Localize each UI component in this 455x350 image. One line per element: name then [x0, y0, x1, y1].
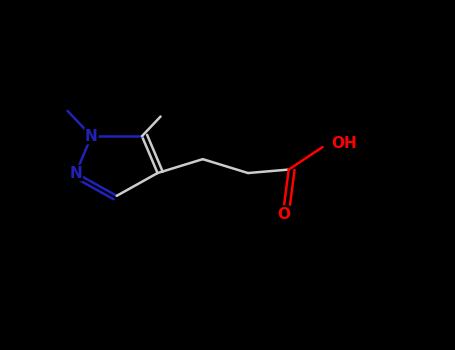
Text: OH: OH — [331, 136, 357, 151]
Text: N: N — [70, 166, 82, 181]
Text: O: O — [278, 207, 291, 222]
Text: N: N — [85, 129, 98, 144]
